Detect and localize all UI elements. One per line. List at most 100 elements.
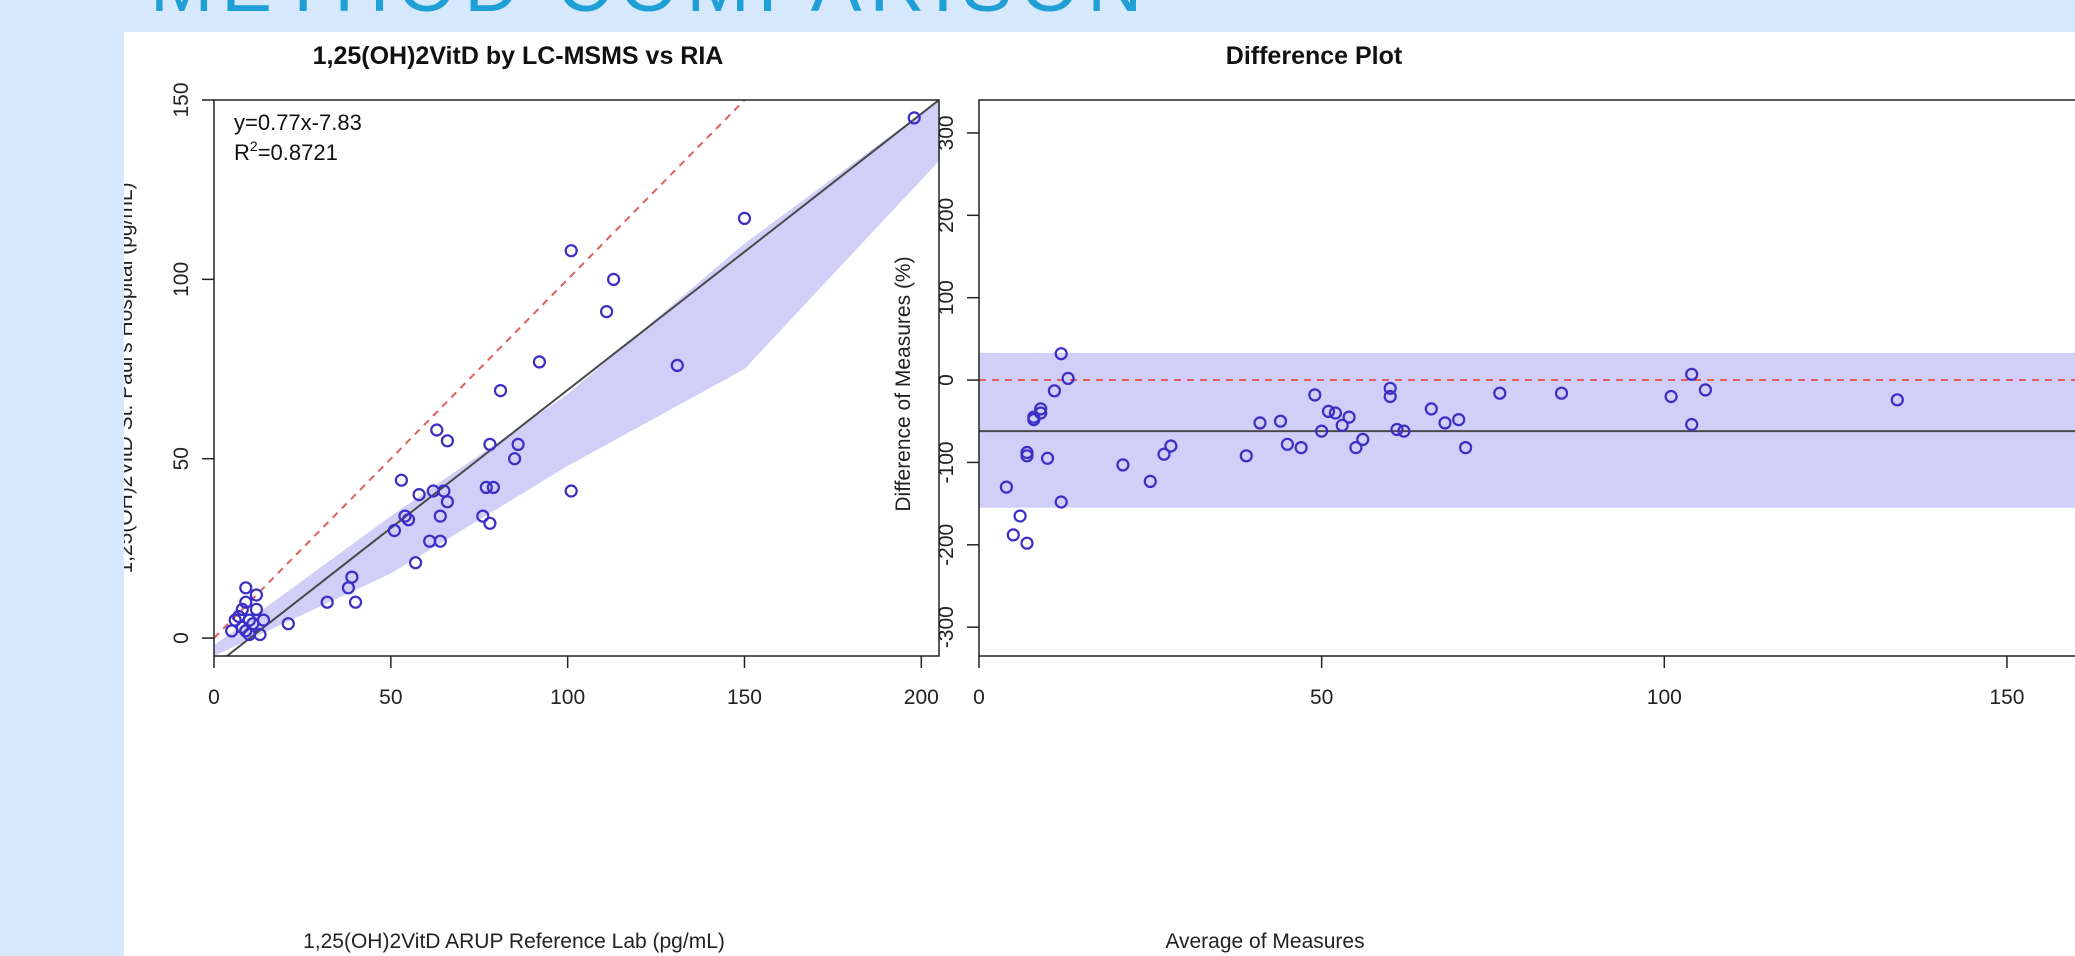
data-point <box>1383 389 1397 404</box>
data-point <box>1664 389 1678 404</box>
figure-panel: 1,25(OH)2VitD by LC-MSMS vs RIA 0 50 100 15… <box>124 32 2075 956</box>
data-point <box>1054 347 1068 361</box>
data-point <box>486 480 500 494</box>
data-point <box>1438 416 1452 430</box>
data-point <box>345 570 359 584</box>
data-point <box>907 111 921 125</box>
scatter-x-ticks: 0 50 100 150 200 <box>208 656 939 709</box>
data-point <box>1164 439 1178 453</box>
difference-points <box>999 347 1904 550</box>
data-point <box>1020 536 1034 550</box>
data-point <box>1554 386 1569 400</box>
r-squared-exponent: 2 <box>250 138 258 154</box>
scatter-plot-frame <box>213 99 940 657</box>
data-point <box>511 437 525 451</box>
data-point <box>253 627 267 642</box>
scatter-chart: 1,25(OH)2VitD by LC-MSMS vs RIA 0 50 100 15… <box>124 42 940 953</box>
difference-chart-title: Difference Plot <box>1226 42 1403 70</box>
data-point <box>1321 404 1336 418</box>
data-point <box>1294 441 1308 455</box>
data-point <box>394 473 408 487</box>
data-point <box>228 613 242 627</box>
data-point <box>1013 509 1027 523</box>
data-point <box>600 305 614 319</box>
data-point <box>1020 449 1034 463</box>
slide-title: METHOD COMPARISON <box>150 0 1150 29</box>
data-point <box>1273 414 1288 428</box>
y-tick-label: 300 <box>935 115 958 150</box>
x-tick-label: 150 <box>1989 686 2024 709</box>
data-point <box>1143 474 1157 488</box>
data-point <box>281 617 295 631</box>
data-point <box>440 495 454 509</box>
data-point <box>999 480 1014 494</box>
x-tick-label: 100 <box>1647 686 1682 709</box>
data-point <box>1349 441 1363 455</box>
y-tick-label: -100 <box>935 441 958 483</box>
difference-x-axis-label: Average of Measures <box>1165 930 1364 953</box>
x-tick-label: 100 <box>550 686 585 709</box>
scatter-y-axis-label: 1,25(OH)2VitD St. Paul's Hospital (pg/mL… <box>124 182 137 573</box>
data-point <box>387 523 401 538</box>
scatter-chart-title: 1,25(OH)2VitD by LC-MSMS vs RIA <box>313 42 724 70</box>
regression-line <box>225 100 939 656</box>
data-point <box>398 509 412 523</box>
data-point <box>348 595 363 609</box>
data-point <box>1308 388 1322 402</box>
x-tick-label: 0 <box>973 686 985 709</box>
y-tick-label: 50 <box>170 447 193 470</box>
data-point <box>1034 406 1048 420</box>
x-tick-label: 200 <box>904 686 939 709</box>
x-tick-label: 50 <box>379 686 402 709</box>
data-point <box>1685 367 1699 381</box>
data-point <box>1458 441 1473 455</box>
data-point <box>256 613 271 627</box>
data-point <box>1034 402 1048 416</box>
data-point <box>249 602 263 617</box>
data-point <box>1685 417 1699 432</box>
data-point <box>1040 451 1055 465</box>
data-point <box>1424 402 1438 416</box>
data-point <box>1452 413 1466 427</box>
data-point <box>235 602 249 617</box>
r-squared-symbol: R <box>234 140 250 165</box>
data-point <box>564 484 578 498</box>
data-point <box>1116 458 1130 472</box>
confidence-band <box>214 100 939 656</box>
data-point <box>483 516 497 530</box>
r-squared-value: =0.8721 <box>258 140 338 165</box>
data-point <box>401 513 416 527</box>
data-point <box>737 211 752 225</box>
data-point <box>1027 410 1041 424</box>
data-point <box>1356 432 1370 446</box>
identity-line <box>214 100 746 639</box>
data-point <box>320 595 334 609</box>
data-point <box>493 384 508 398</box>
data-point <box>1390 422 1404 437</box>
data-point <box>1335 418 1349 432</box>
data-point <box>1383 381 1397 395</box>
y-tick-label: 0 <box>935 374 958 386</box>
data-point <box>412 488 426 502</box>
data-point <box>1047 384 1062 398</box>
r-squared: R2=0.8721 <box>234 138 338 165</box>
difference-plot-frame <box>978 99 2075 657</box>
difference-y-axis-label: Difference of Measures (%) <box>892 256 915 511</box>
data-point <box>242 613 257 627</box>
data-point <box>1314 424 1329 438</box>
y-tick-label: 200 <box>935 198 958 233</box>
difference-x-ticks: 0 50 100 150 <box>973 656 2024 709</box>
x-tick-label: 0 <box>208 686 220 709</box>
y-tick-label: 0 <box>170 632 193 644</box>
y-tick-label: 100 <box>935 280 958 315</box>
x-tick-label: 50 <box>1310 686 1333 709</box>
difference-chart: Difference Plot 0 50 100 150 -300 -200 -100 0 1… <box>892 42 2075 953</box>
data-point <box>239 595 253 609</box>
figure-svg: 1,25(OH)2VitD by LC-MSMS vs RIA 0 50 100 15… <box>124 42 2075 953</box>
data-point <box>430 423 444 437</box>
scatter-x-axis-label: 1,25(OH)2VitD ARUP Reference Lab (pg/mL) <box>303 930 725 953</box>
data-point <box>1239 449 1253 463</box>
data-point <box>483 437 497 451</box>
data-point <box>1006 528 1020 542</box>
data-point <box>1397 424 1411 438</box>
